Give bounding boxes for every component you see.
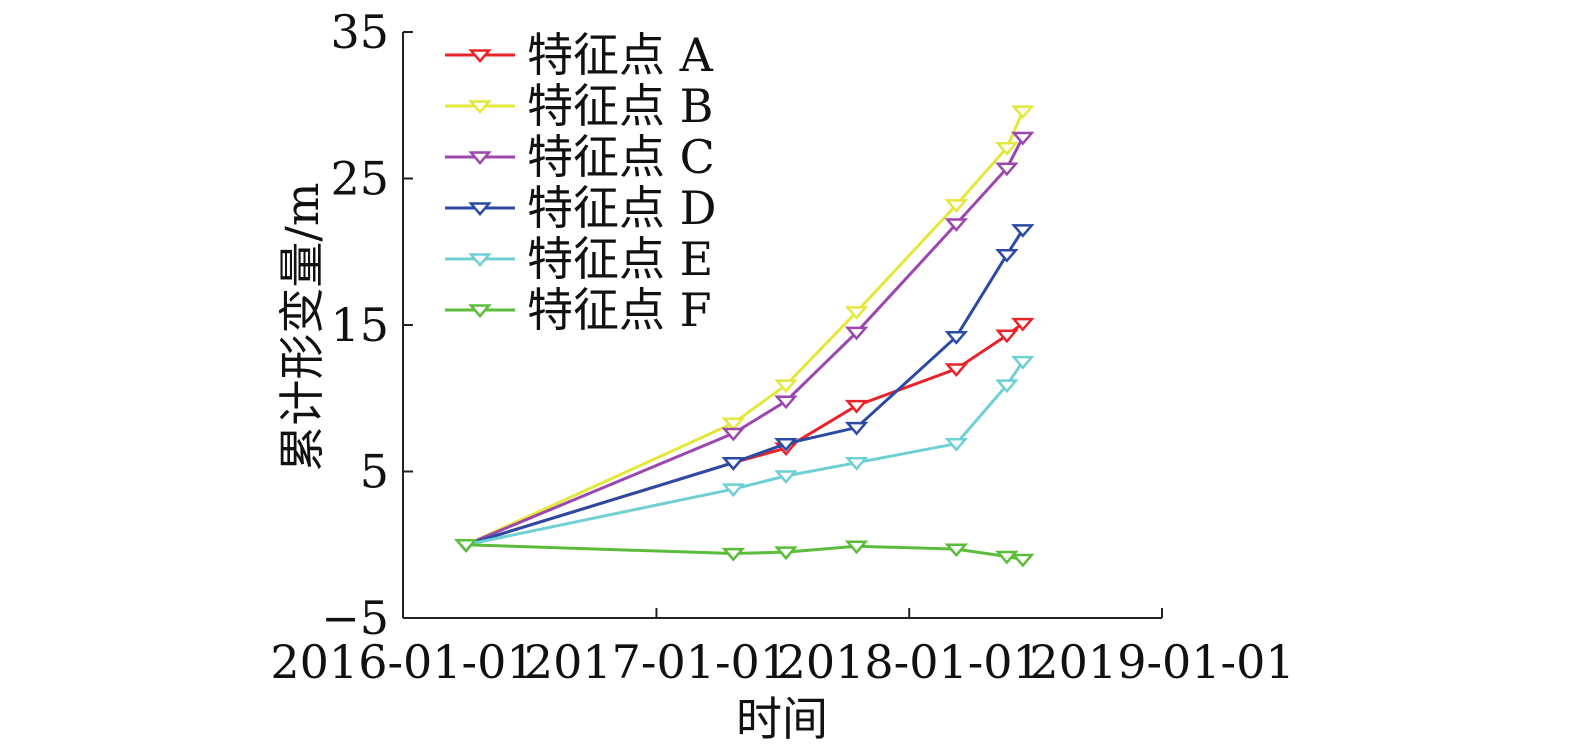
data-point bbox=[944, 363, 969, 377]
legend-marker bbox=[468, 151, 492, 165]
axes: −5 5 15 25 35 2016-01-012017-01-012018-01-012… bbox=[270, 5, 1294, 689]
data-point bbox=[721, 417, 746, 432]
x-tick-label: 2017-01-01 bbox=[524, 635, 789, 689]
data-point bbox=[1011, 224, 1035, 238]
legend-label: 特征点 A bbox=[527, 28, 714, 82]
y-tick-label: 5 bbox=[360, 445, 389, 499]
legend-label: 特征点 F bbox=[527, 283, 712, 337]
legend-item: 特征点 F bbox=[445, 283, 712, 337]
data-point bbox=[774, 437, 798, 452]
y-tick-label: 25 bbox=[330, 152, 389, 206]
data-point bbox=[721, 457, 746, 471]
data-point bbox=[844, 326, 869, 341]
y-tick-label: 35 bbox=[330, 5, 389, 59]
legend-label: 特征点 C bbox=[527, 130, 715, 184]
data-point bbox=[1011, 105, 1035, 120]
data-point bbox=[774, 546, 798, 561]
data-point bbox=[944, 218, 969, 232]
data-point bbox=[1011, 317, 1035, 332]
legend-item: 特征点 D bbox=[445, 181, 717, 235]
series-line bbox=[465, 543, 1024, 561]
data-point bbox=[995, 329, 1019, 344]
data-point bbox=[454, 539, 478, 553]
series-1 bbox=[454, 317, 1035, 553]
data-point bbox=[721, 547, 746, 562]
data-point bbox=[844, 540, 869, 555]
series-line bbox=[465, 360, 1025, 547]
data-point bbox=[1011, 131, 1035, 146]
data-point bbox=[844, 306, 869, 320]
data-point bbox=[944, 199, 969, 213]
data-point bbox=[944, 543, 969, 558]
legend-label: 特征点 E bbox=[527, 232, 713, 286]
x-tick-label: 2016-01-01 bbox=[270, 635, 535, 689]
data-point bbox=[774, 379, 798, 394]
legend-marker bbox=[468, 202, 492, 216]
data-point bbox=[995, 550, 1019, 565]
legend-marker bbox=[468, 49, 492, 63]
legend-marker bbox=[468, 253, 492, 267]
legend-label: 特征点 B bbox=[527, 79, 713, 133]
data-point bbox=[944, 437, 969, 452]
data-point bbox=[844, 457, 869, 471]
data-point bbox=[721, 427, 746, 442]
legend-label: 特征点 D bbox=[527, 181, 717, 235]
data-point bbox=[844, 399, 869, 414]
data-point bbox=[721, 483, 746, 498]
data-point bbox=[844, 421, 869, 436]
x-tick-label: 2019-01-01 bbox=[1029, 635, 1294, 689]
data-point bbox=[995, 142, 1019, 156]
data-point bbox=[774, 395, 798, 410]
legend-item: 特征点 B bbox=[445, 79, 713, 133]
series-layer bbox=[454, 105, 1035, 568]
x-tick-label: 2018-01-01 bbox=[777, 635, 1042, 689]
data-point bbox=[1011, 355, 1035, 370]
legend-item: 特征点 C bbox=[445, 130, 715, 184]
legend-item: 特征点 E bbox=[445, 232, 713, 286]
data-point bbox=[944, 331, 969, 345]
y-tick-label: −5 bbox=[321, 591, 389, 645]
data-point bbox=[1011, 553, 1035, 568]
data-point bbox=[995, 379, 1019, 394]
data-point bbox=[774, 470, 798, 484]
series-6 bbox=[454, 539, 1035, 568]
legend-marker bbox=[468, 100, 492, 114]
x-axis-title: 时间 bbox=[736, 692, 828, 746]
legend-item: 特征点 A bbox=[445, 28, 714, 82]
legend-marker bbox=[468, 304, 492, 318]
data-point bbox=[995, 162, 1019, 177]
data-point bbox=[995, 248, 1019, 263]
y-tick-label: 15 bbox=[330, 298, 389, 352]
y-axis-title: 累计形变量/m bbox=[275, 182, 329, 471]
